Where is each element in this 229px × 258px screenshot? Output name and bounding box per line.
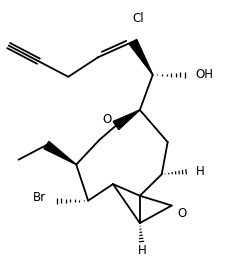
Text: O: O bbox=[102, 113, 111, 126]
Text: Cl: Cl bbox=[131, 12, 143, 25]
Polygon shape bbox=[128, 39, 152, 75]
Polygon shape bbox=[113, 110, 139, 130]
Text: O: O bbox=[177, 207, 186, 220]
Text: Br: Br bbox=[33, 191, 46, 204]
Text: H: H bbox=[137, 244, 146, 257]
Text: OH: OH bbox=[195, 68, 213, 81]
Text: H: H bbox=[195, 165, 203, 178]
Polygon shape bbox=[44, 141, 76, 165]
